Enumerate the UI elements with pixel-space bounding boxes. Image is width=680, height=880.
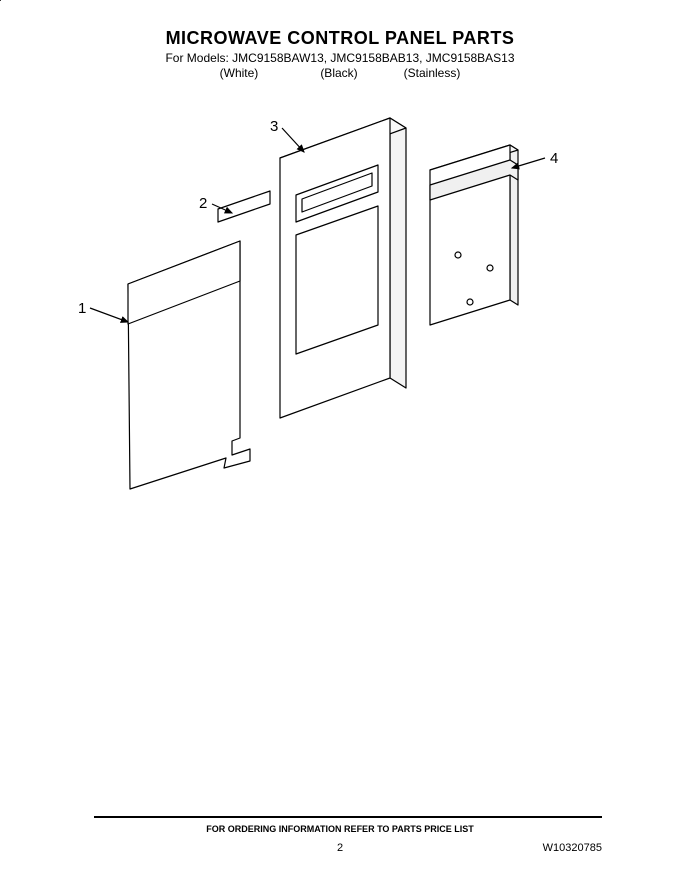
document-id: W10320785 <box>543 842 602 854</box>
footer-rule <box>94 816 602 818</box>
callout-4: 4 <box>550 150 558 167</box>
callout-3: 3 <box>270 118 278 135</box>
callout-1: 1 <box>78 300 86 317</box>
footer-ordering-note: FOR ORDERING INFORMATION REFER TO PARTS … <box>0 824 680 834</box>
callout-2: 2 <box>199 195 207 212</box>
exploded-diagram <box>0 0 680 880</box>
